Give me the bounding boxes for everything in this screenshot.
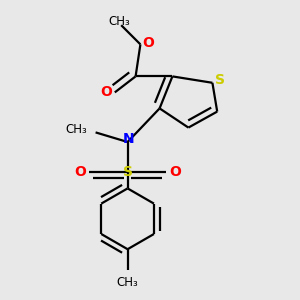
Text: S: S <box>215 73 225 87</box>
Text: CH₃: CH₃ <box>66 123 88 136</box>
Text: O: O <box>74 165 86 179</box>
Text: CH₃: CH₃ <box>117 276 139 289</box>
Text: N: N <box>122 132 134 146</box>
Text: CH₃: CH₃ <box>109 16 130 28</box>
Text: S: S <box>123 165 133 179</box>
Text: O: O <box>169 165 181 179</box>
Text: O: O <box>100 85 112 99</box>
Text: O: O <box>142 36 154 50</box>
